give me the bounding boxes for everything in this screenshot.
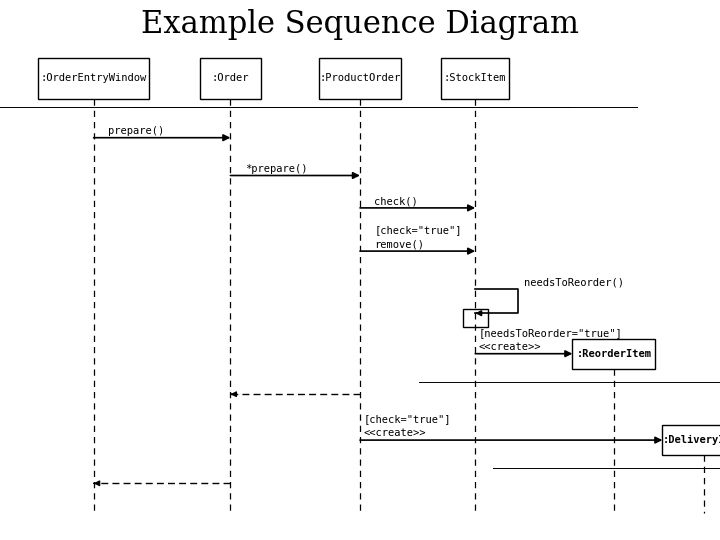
Text: [needsToReorder="true"]: [needsToReorder="true"] <box>479 328 623 338</box>
Text: check(): check() <box>374 196 418 206</box>
Bar <box>572 339 655 369</box>
Bar <box>662 426 720 455</box>
Text: :OrderEntryWindow: :OrderEntryWindow <box>40 73 147 83</box>
Text: remove(): remove() <box>374 239 424 249</box>
Bar <box>38 58 150 98</box>
Text: needsToReorder(): needsToReorder() <box>524 277 624 287</box>
Bar <box>441 58 510 98</box>
Text: <<create>>: <<create>> <box>364 428 426 438</box>
Bar <box>200 58 261 98</box>
Text: :StockItem: :StockItem <box>444 73 506 83</box>
Bar <box>319 58 402 98</box>
Text: [check="true"]: [check="true"] <box>364 414 451 424</box>
Bar <box>463 309 488 327</box>
Text: :Order: :Order <box>212 73 249 83</box>
Text: Example Sequence Diagram: Example Sequence Diagram <box>141 9 579 40</box>
Text: <<create>>: <<create>> <box>479 342 541 352</box>
Text: *prepare(): *prepare() <box>245 164 307 174</box>
Text: :ReorderItem: :ReorderItem <box>576 349 652 359</box>
Text: :DeliveryItem: :DeliveryItem <box>663 435 720 445</box>
Text: prepare(): prepare() <box>108 126 164 136</box>
Text: [check="true"]: [check="true"] <box>374 225 462 235</box>
Text: :ProductOrder: :ProductOrder <box>320 73 400 83</box>
